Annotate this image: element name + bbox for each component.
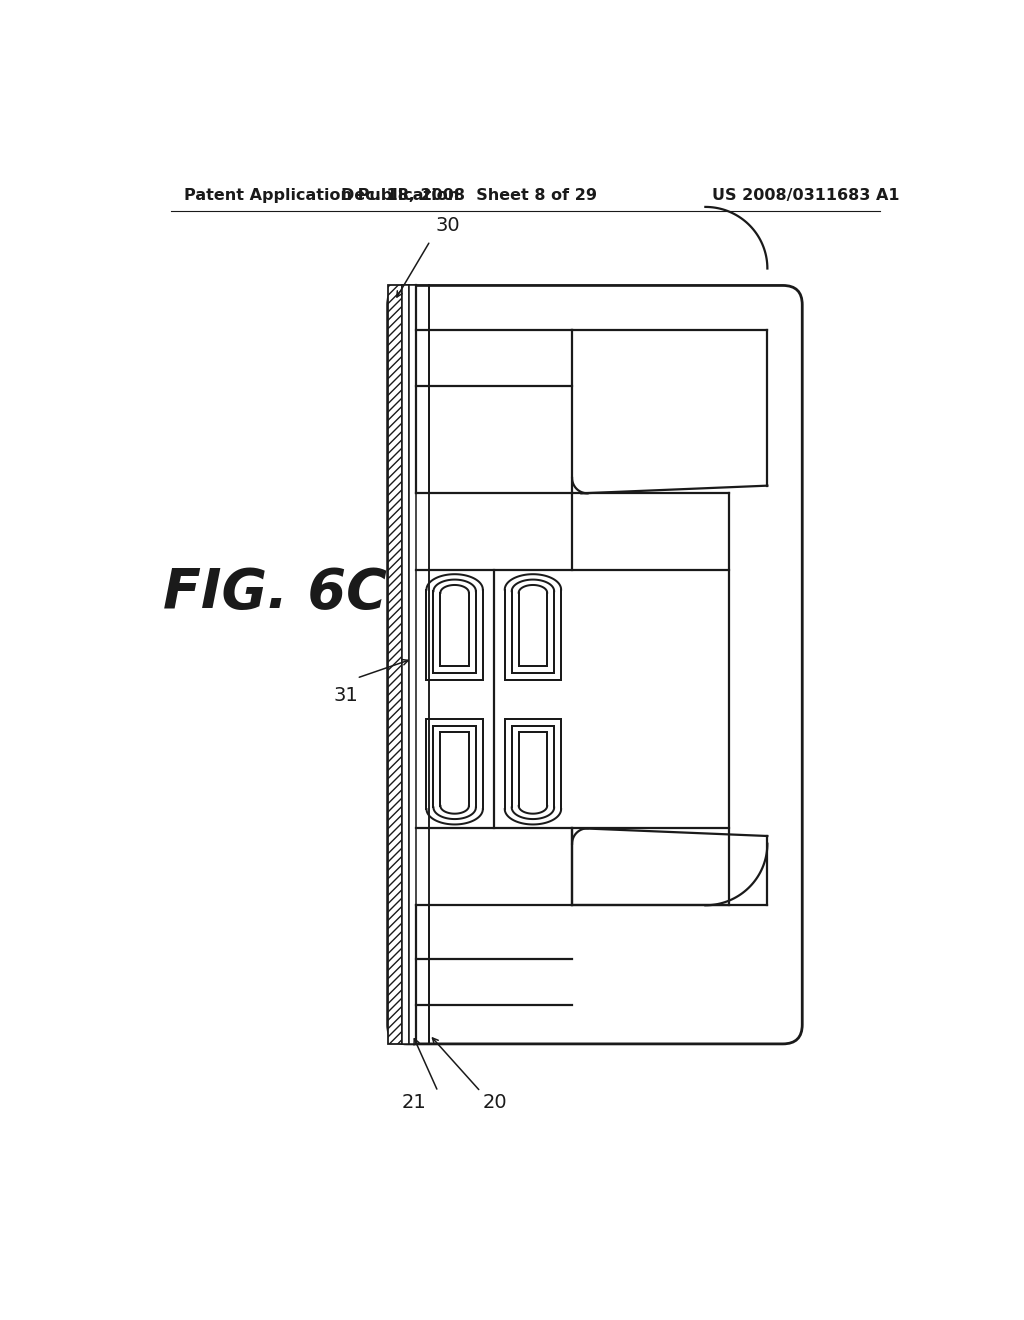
Text: Dec. 18, 2008  Sheet 8 of 29: Dec. 18, 2008 Sheet 8 of 29: [341, 187, 597, 203]
Text: 20: 20: [483, 1093, 508, 1113]
Text: FIG. 6C: FIG. 6C: [163, 566, 387, 620]
Text: Patent Application Publication: Patent Application Publication: [183, 187, 459, 203]
Bar: [388, 285, 401, 1044]
FancyBboxPatch shape: [388, 285, 802, 1044]
Text: 30: 30: [435, 216, 461, 235]
Text: 31: 31: [334, 686, 358, 705]
Text: US 2008/0311683 A1: US 2008/0311683 A1: [713, 187, 900, 203]
Bar: [401, 285, 410, 1044]
Text: 21: 21: [401, 1093, 426, 1113]
Bar: [410, 285, 416, 1044]
